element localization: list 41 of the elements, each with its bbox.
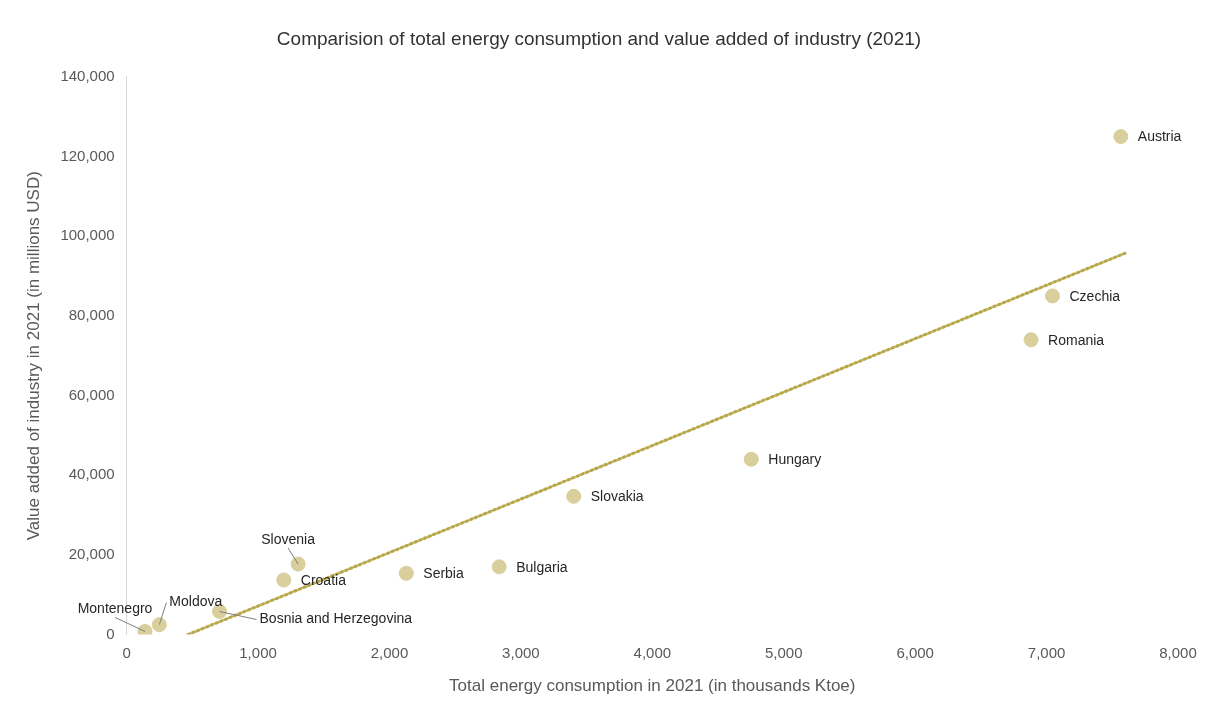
y-tick-label: 40,000 bbox=[68, 465, 115, 483]
y-axis-title: Value added of industry in 2021 (in millions USD) bbox=[23, 171, 43, 541]
annotation: Slovakia bbox=[590, 488, 644, 505]
x-tick-label: 5,000 bbox=[764, 643, 803, 661]
point bbox=[290, 556, 306, 572]
x-tick-label: 7,000 bbox=[1027, 643, 1066, 661]
chart-title: Comparision of total energy consumption and value added of industry (2021) bbox=[276, 27, 922, 49]
point bbox=[1113, 129, 1129, 145]
point bbox=[491, 559, 507, 575]
point bbox=[276, 572, 292, 588]
y-tick-label: 140,000 bbox=[60, 66, 115, 84]
point bbox=[566, 488, 582, 504]
y-tick-label: 60,000 bbox=[68, 385, 115, 403]
x-tick-label: 6,000 bbox=[896, 643, 934, 661]
x-tick-label: 0 bbox=[122, 643, 131, 661]
annotation: Moldova bbox=[169, 593, 223, 610]
annotation: Bosnia and Herzegovina bbox=[259, 610, 413, 627]
x-tick-label: 2,000 bbox=[370, 643, 409, 661]
x-axis-title: Total energy consumption in 2021 (in thousands Ktoe) bbox=[449, 676, 856, 696]
y-tick-label: 80,000 bbox=[68, 306, 115, 323]
annotation: Bulgaria bbox=[516, 558, 568, 575]
x-tick-label: 4,000 bbox=[633, 643, 672, 661]
annotation: Serbia bbox=[423, 565, 464, 582]
annotation: Czechia bbox=[1069, 287, 1121, 304]
point bbox=[1023, 332, 1039, 348]
annotation: Slovenia bbox=[261, 530, 316, 547]
x-tick-label: 8,000 bbox=[1159, 643, 1197, 661]
y-tick-label: 120,000 bbox=[60, 146, 115, 164]
y-tick-label: 20,000 bbox=[68, 545, 115, 563]
point bbox=[398, 565, 414, 581]
point bbox=[1044, 288, 1060, 304]
point bbox=[151, 617, 167, 633]
x-tick-label: 3,000 bbox=[502, 643, 540, 661]
annotation: Hungary bbox=[768, 451, 822, 468]
annotation: Austria bbox=[1137, 128, 1182, 145]
point bbox=[743, 451, 759, 467]
annotation: Montenegro bbox=[77, 600, 153, 617]
x-tick-label: 1,000 bbox=[239, 643, 277, 661]
y-tick-label: 100,000 bbox=[60, 226, 115, 244]
y-tick-label: 0 bbox=[106, 624, 115, 642]
annotation: Romania bbox=[1048, 331, 1105, 348]
